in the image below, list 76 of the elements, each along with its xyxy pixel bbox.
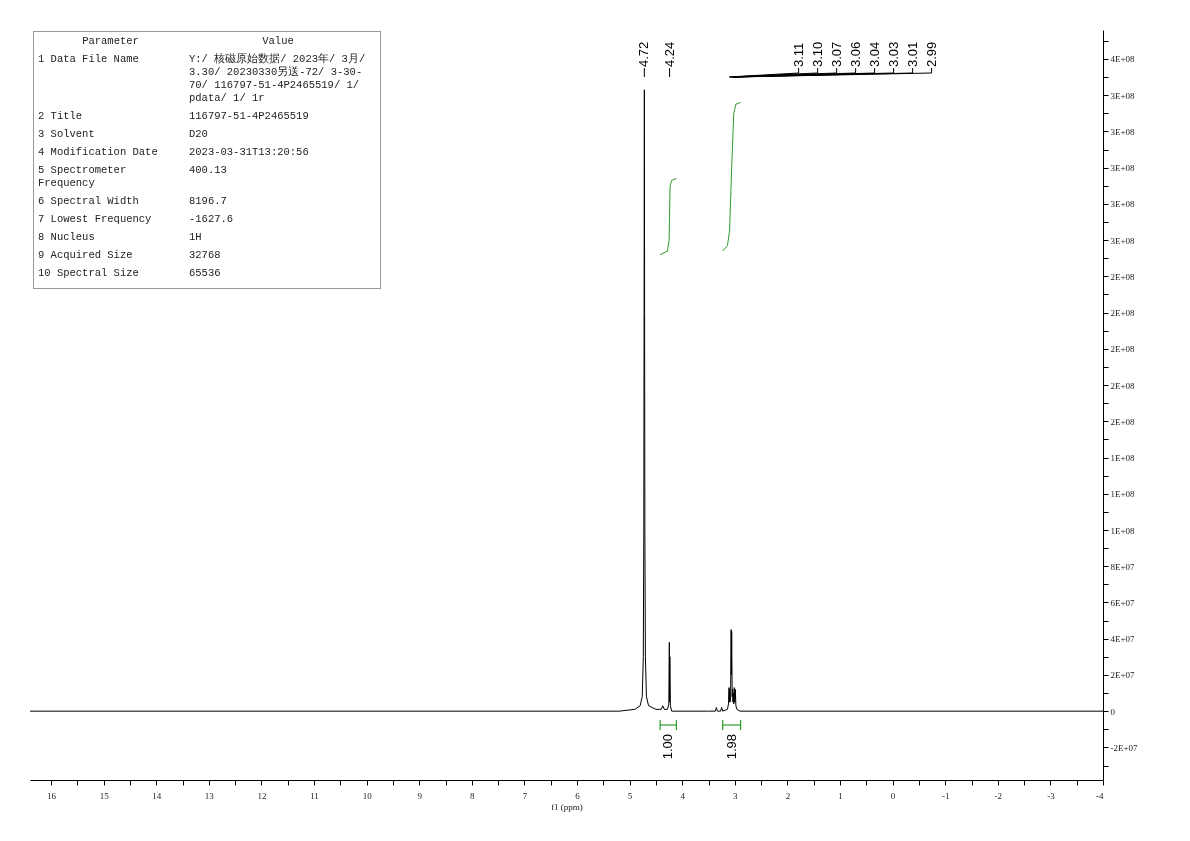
annotation: 116797-51-4P2465519 [189,110,310,123]
y-tick-label: 0 [1110,706,1116,717]
annotation: 2023-03-31T13:20:56 [189,146,310,159]
x-tick-label: 14 [152,790,162,801]
annotation: 9 Acquired Size [37,249,134,262]
x-tick-label: 8 [470,790,476,801]
x-tick-label: -4 [1096,790,1104,801]
annotation: 3 Solvent [37,128,96,141]
y-tick-label: 2E+08 [1110,344,1136,355]
x-tick-label: 12 [257,790,267,801]
y-tick-label: 2E+07 [1110,670,1136,681]
x-tick-label: 4 [680,790,686,801]
y-tick-label: 3E+08 [1110,126,1136,137]
annotation: 1.98 [723,734,739,760]
y-tick-label: 3E+08 [1110,235,1136,246]
x-tick-label: 13 [204,790,215,801]
annotation: 8196.7 [189,195,228,208]
y-tick-label: 3E+08 [1110,199,1136,210]
x-tick-label: -2 [994,790,1003,801]
annotation: 1.00 [660,734,676,760]
x-tick-label: 6 [575,790,581,801]
annotation: 3.03 [885,41,901,67]
x-tick-label: 7 [522,790,528,801]
y-tick-label: 8E+07 [1110,561,1136,572]
x-tick-label: 3 [733,790,739,801]
y-tick-label: 1E+08 [1110,489,1136,500]
x-tick-label: 1 [838,790,843,801]
annotation: 4.72 [636,41,652,67]
y-tick-label: 2E+08 [1110,416,1136,427]
x-tick-label: 9 [417,790,423,801]
y-tick-label: 3E+08 [1110,163,1136,174]
annotation: 1H [189,231,203,244]
y-tick-label: -2E+07 [1110,742,1139,753]
annotation: Y:/ 核磁原始数据/ 2023年/ 3月/ 3.30/ 20230330另送-72/ 3-30-70/ 116797-51-4P2465519/ 1/ pdata/ 1/ 1r [189,53,367,105]
x-tick-label: 2 [785,790,791,801]
y-tick-label: 4E+07 [1110,634,1136,645]
annotation: 4 Modification Date [37,146,159,159]
y-tick-label: 6E+07 [1110,597,1136,608]
y-tick-label: 4E+08 [1110,54,1136,65]
annotation: 3.06 [847,41,863,67]
annotation: 4.24 [661,41,677,67]
x-tick-label: -1 [941,790,950,801]
annotation: D20 [189,128,209,141]
annotation: 10 Spectral Size [37,267,140,280]
x-tick-label: 10 [362,790,373,801]
x-tick-label: 5 [627,790,633,801]
annotation: 2.99 [923,41,939,67]
annotation: 3.01 [904,41,920,67]
annotation: 3.10 [809,41,825,67]
y-tick-label: 2E+08 [1110,271,1136,282]
y-tick-label: 1E+08 [1110,525,1136,536]
annotation: Value [261,35,295,48]
y-tick-label: 2E+08 [1110,308,1136,319]
y-tick-label: 1E+08 [1110,453,1136,464]
annotation: Parameter [81,35,140,48]
y-tick-label: 2E+08 [1110,380,1136,391]
annotation: 6 Spectral Width [37,195,140,208]
annotation: 3.04 [866,41,882,67]
annotation: 5 Spectrometer Frequency [37,164,128,190]
x-tick-label: 16 [47,790,57,801]
annotation: 7 Lowest Frequency [37,213,153,226]
annotation: 1 Data File Name [37,53,140,67]
x-tick-label: -3 [1047,790,1056,801]
annotation: 2 Title [37,110,84,123]
y-tick-label: 3E+08 [1110,90,1136,101]
annotation: 400.13 [189,164,228,178]
annotation: -1627.6 [189,213,235,226]
x-tick-label: 0 [890,790,896,801]
annotation: 3.07 [828,41,844,67]
annotation: 8 Nucleus [37,231,96,244]
annotation: 32768 [189,249,222,262]
x-tick-label: 11 [310,790,319,801]
x-tick-label: 15 [99,790,110,801]
annotation: 3.11 [790,42,806,67]
annotation: 65536 [189,267,222,280]
x-axis-title: f1 (ppm) [551,801,583,812]
